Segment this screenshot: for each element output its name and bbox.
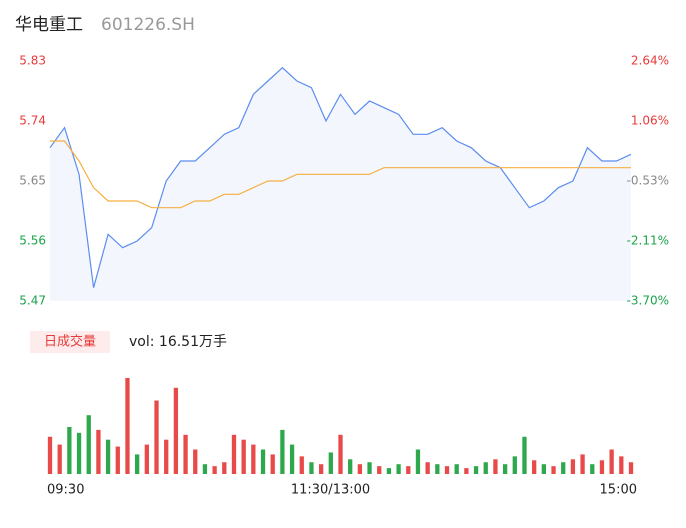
volume-bar [96,429,101,474]
volume-bar [367,462,372,474]
stock-code: 601226.SH [101,15,195,35]
volume-bar [280,429,285,474]
volume-bar [115,446,120,474]
volume-bar [628,462,634,474]
y-tick-label: 5.47 [19,294,46,308]
price-line [49,66,632,288]
y-tick-label: 5.65 [19,174,46,188]
volume-bar [357,464,363,474]
volume-bar [164,439,169,474]
volume-bar [435,464,440,474]
volume-bar [502,464,508,474]
volume-bar [231,434,237,474]
volume-bar [105,439,111,474]
volume-bar [454,464,459,474]
volume-bar [570,459,576,474]
volume-bar [522,436,527,474]
x-tick-label: 15:00 [600,483,637,498]
volume-bar [609,449,614,474]
x-tick-label: 09:30 [47,483,84,498]
volume-bar [135,454,140,474]
y-tick-label: 5.56 [19,234,46,248]
volume-bar [270,454,275,474]
volume-bar [183,434,188,474]
volume-bar [599,460,605,474]
volume-bar [260,449,266,474]
volume-bar [57,444,62,474]
volume-tag: 日成交量 [44,334,96,350]
y2-tick-label: -2.11% [627,233,669,247]
volume-bar [580,454,585,474]
volume-bar [173,387,179,474]
volume-bar [67,426,72,474]
y-tick-label: 5.74 [19,114,46,128]
volume-bar [493,459,498,474]
y2-tick-label: 2.64% [631,54,669,68]
volume-bar [202,464,208,474]
volume-bar [144,444,149,474]
stock-name: 华电重工 [15,15,83,35]
volume-bar [289,444,295,474]
volume-total: vol: 16.51万手 [129,334,227,350]
price-area [50,67,631,302]
volume-bar [406,466,411,474]
volume-bar [386,468,392,474]
volume-bar [348,459,353,474]
volume-bar [241,439,246,474]
volume-bar [512,456,517,474]
y2-tick-label: -0.53% [627,174,669,188]
y2-tick-label: -3.70% [627,294,669,308]
volume-bar [415,449,421,474]
volume-bar [551,466,556,474]
volume-bar [464,468,469,474]
volume-bar [338,434,343,474]
volume-bar [193,449,198,474]
volume-bar [125,377,130,474]
volume-bar [561,462,566,474]
volume-bar [541,464,546,474]
volume-bar [47,436,53,474]
volume-bar [590,464,595,474]
volume-tag-bg [30,331,110,353]
volume-bar [328,452,333,474]
volume-bar [318,464,324,474]
volume-bar [299,456,304,474]
volume-bar [76,432,82,474]
volume-bar [154,400,159,474]
volume-bar [377,466,382,474]
y2-tick-label: 1.06% [631,113,669,127]
volume-bar [619,456,624,474]
volume-bar [444,466,450,474]
y-tick-label: 5.83 [19,54,46,68]
volume-bar [309,462,314,474]
volume-bar [212,466,217,474]
volume-bar [396,464,401,474]
volume-bar [473,466,479,474]
volume-bar [532,460,537,474]
volume-bar [222,462,227,474]
volume-bar [251,444,256,474]
volume-bar [86,415,91,474]
x-tick-label: 11:30/13:00 [291,483,370,498]
volume-bar [483,462,488,474]
volume-bar [425,462,430,474]
average-line [50,140,631,209]
